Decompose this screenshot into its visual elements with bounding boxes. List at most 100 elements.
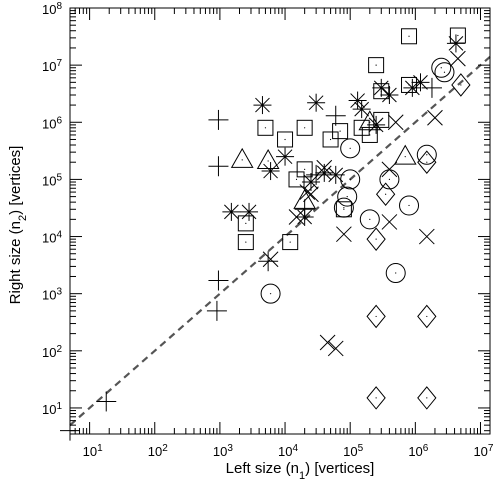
star-marker [315, 163, 334, 182]
x-tick-label-base: 10 [83, 444, 97, 459]
x-tick-label: 106 [408, 443, 428, 460]
y-tick-label: 106 [42, 115, 62, 132]
plus-marker [325, 105, 346, 126]
star-marker [307, 93, 326, 112]
cross-stroke-b [299, 184, 316, 200]
marker-center-dot [329, 138, 332, 141]
star-marker [240, 202, 259, 221]
marker-center-dot [369, 134, 371, 136]
marker-center-dot [304, 200, 306, 202]
diagonal-reference-line [69, 55, 491, 426]
y-tick-label-exponent: 8 [56, 1, 62, 12]
triangle-marker [293, 188, 317, 209]
plot-frame [69, 7, 491, 435]
marker-center-dot [245, 222, 247, 224]
x-axis-title-sub: 1 [299, 470, 305, 482]
circle-marker [434, 62, 455, 83]
cross-marker [319, 334, 336, 351]
square-outline [401, 28, 418, 45]
marker-center-dot [304, 127, 306, 129]
marker-center-dot [369, 121, 371, 123]
marker-center-dot [408, 35, 410, 37]
plus-marker [96, 391, 117, 412]
tick-labels-layer: 101 102 103 104 105 106 1071011021031041051061… [42, 1, 494, 460]
cross-marker [262, 251, 279, 268]
x-tick-label-exponent: 1 [97, 443, 103, 454]
circle-marker [416, 144, 437, 165]
square-marker [373, 83, 390, 100]
x-tick-label: 102 [148, 443, 168, 460]
cross-stroke-b [418, 228, 435, 245]
marker-center-dot [408, 84, 410, 86]
circle-outline [333, 197, 354, 218]
square-marker [332, 123, 349, 140]
diamond-series [366, 73, 471, 410]
marker-center-dot [304, 168, 306, 170]
cross-stroke-b [303, 186, 319, 203]
cross-stroke-b [319, 334, 336, 351]
x-axis-title-suffix: ) [vertices] [305, 460, 374, 477]
triangle-outline [358, 110, 382, 131]
square-outline [322, 131, 339, 148]
y-tick-label-base: 10 [42, 345, 56, 360]
diamond-outline [451, 73, 471, 97]
marker-center-dot [343, 207, 345, 209]
circle-marker [340, 169, 361, 190]
marker-center-dot [408, 204, 410, 207]
square-outline [361, 126, 378, 143]
x-tick-label-exponent: 7 [488, 443, 494, 454]
square-marker [373, 111, 390, 128]
star-marker [295, 207, 314, 226]
marker-center-dot [426, 397, 428, 399]
y-tick-label-base: 10 [42, 173, 56, 188]
cross-marker [387, 114, 404, 131]
plus-marker [208, 109, 229, 130]
y-tick-label-base: 10 [42, 116, 56, 131]
square-marker [322, 131, 339, 148]
x-tick-label: 104 [278, 443, 298, 460]
square-marker [237, 234, 254, 251]
diamond-marker [417, 150, 437, 174]
square-outline [288, 171, 305, 188]
circle-outline [431, 57, 452, 78]
x-tick-label: 107 [473, 443, 493, 460]
circle-marker [337, 186, 358, 207]
square-outline [237, 234, 254, 251]
circle-outline [340, 169, 361, 190]
triangle-marker [393, 144, 417, 165]
x-axis-title-prefix: Left size (n [226, 460, 299, 477]
circle-marker [340, 138, 361, 159]
square-marker [361, 126, 378, 143]
cross-marker [381, 214, 398, 230]
diamond-outline [366, 227, 386, 251]
square-marker [282, 234, 299, 251]
marker-center-dot [375, 64, 377, 66]
square-marker [288, 171, 305, 188]
y-tick-label-exponent: 1 [56, 400, 62, 411]
diamond-marker [375, 182, 396, 207]
marker-center-dot [426, 315, 428, 318]
star-stroke-b [308, 95, 324, 111]
square-outline [277, 131, 294, 148]
diamond-outline [417, 386, 437, 410]
marker-center-dot [264, 127, 267, 129]
star-marker [348, 91, 367, 110]
diamond-outline [417, 150, 437, 174]
diamond-marker [417, 386, 437, 410]
marker-center-dot [443, 71, 446, 73]
marker-center-dot [380, 119, 382, 121]
marker-center-dot [284, 138, 286, 141]
y-tick-label: 108 [42, 1, 62, 18]
y-tick-label-exponent: 4 [56, 229, 62, 240]
square-outline [282, 234, 299, 251]
diamond-marker [366, 227, 386, 251]
x-tick-label-base: 10 [343, 444, 357, 459]
circle-outline [434, 62, 455, 83]
circle-outline [337, 186, 358, 207]
x-tick-label-base: 10 [278, 444, 292, 459]
square-marker [237, 215, 254, 232]
cross-series [262, 50, 466, 357]
square-outline [237, 215, 254, 232]
